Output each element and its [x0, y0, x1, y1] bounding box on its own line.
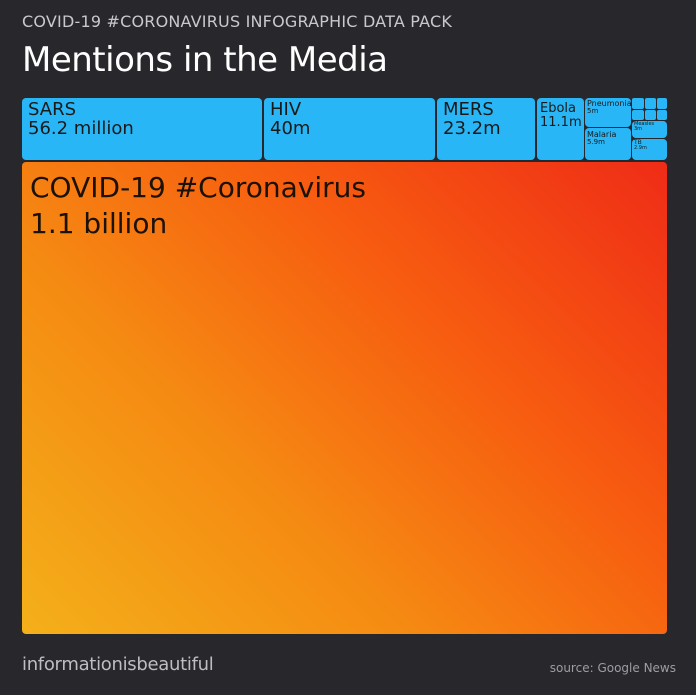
tile-minor-5 — [645, 110, 656, 120]
tile-covid: COVID-19 #Coronavirus 1.1 billion — [22, 162, 667, 634]
tile-minor-3 — [657, 98, 667, 109]
tile-covid-value: 1.1 billion — [30, 207, 168, 241]
tile-hiv-name: HIV — [270, 99, 302, 120]
tile-hiv-value: 40m — [270, 117, 311, 139]
tile-covid-name: COVID-19 #Coronavirus — [30, 171, 366, 204]
tile-malaria-value: 5.9m — [587, 138, 605, 147]
tile-mers-name: MERS — [443, 99, 494, 120]
tile-minor-2 — [645, 98, 656, 109]
tile-minor-1 — [632, 98, 644, 109]
tile-measles-value: 3m — [634, 126, 643, 133]
tile-measles: Measles 3m — [632, 121, 667, 138]
tile-hiv: HIV 40m — [264, 98, 435, 160]
tile-minor-4 — [632, 110, 644, 120]
tile-tb: TB 2.9m — [632, 139, 667, 160]
brand-logo: informationisbeautiful — [22, 654, 214, 675]
tile-minor-6 — [657, 110, 667, 120]
source-note: source: Google News — [549, 661, 676, 675]
tile-malaria-name: Malaria — [587, 130, 617, 139]
tile-sars-name: SARS — [28, 99, 77, 120]
tile-pneumonia-name: Pneumonia — [587, 99, 631, 108]
tile-ebola: Ebola 11.1m — [537, 98, 584, 160]
tile-sars: SARS 56.2 million — [22, 98, 262, 160]
page-title: Mentions in the Media — [22, 40, 388, 80]
tile-ebola-value: 11.1m — [540, 114, 582, 130]
tile-malaria: Malaria 5.9m — [585, 128, 631, 160]
tile-ebola-name: Ebola — [540, 101, 576, 116]
tile-measles-name: Measles — [634, 121, 655, 127]
tile-mers: MERS 23.2m — [437, 98, 535, 160]
supertitle: COVID-19 #CORONAVIRUS INFOGRAPHIC DATA P… — [22, 12, 453, 31]
tile-mers-value: 23.2m — [443, 117, 501, 139]
tile-sars-value: 56.2 million — [28, 117, 134, 139]
tile-pneumonia-value: 5m — [587, 107, 599, 116]
tile-tb-name: TB — [634, 139, 642, 146]
tile-pneumonia: Pneumonia 5m — [585, 98, 631, 127]
tile-tb-value: 2.9m — [634, 145, 647, 152]
